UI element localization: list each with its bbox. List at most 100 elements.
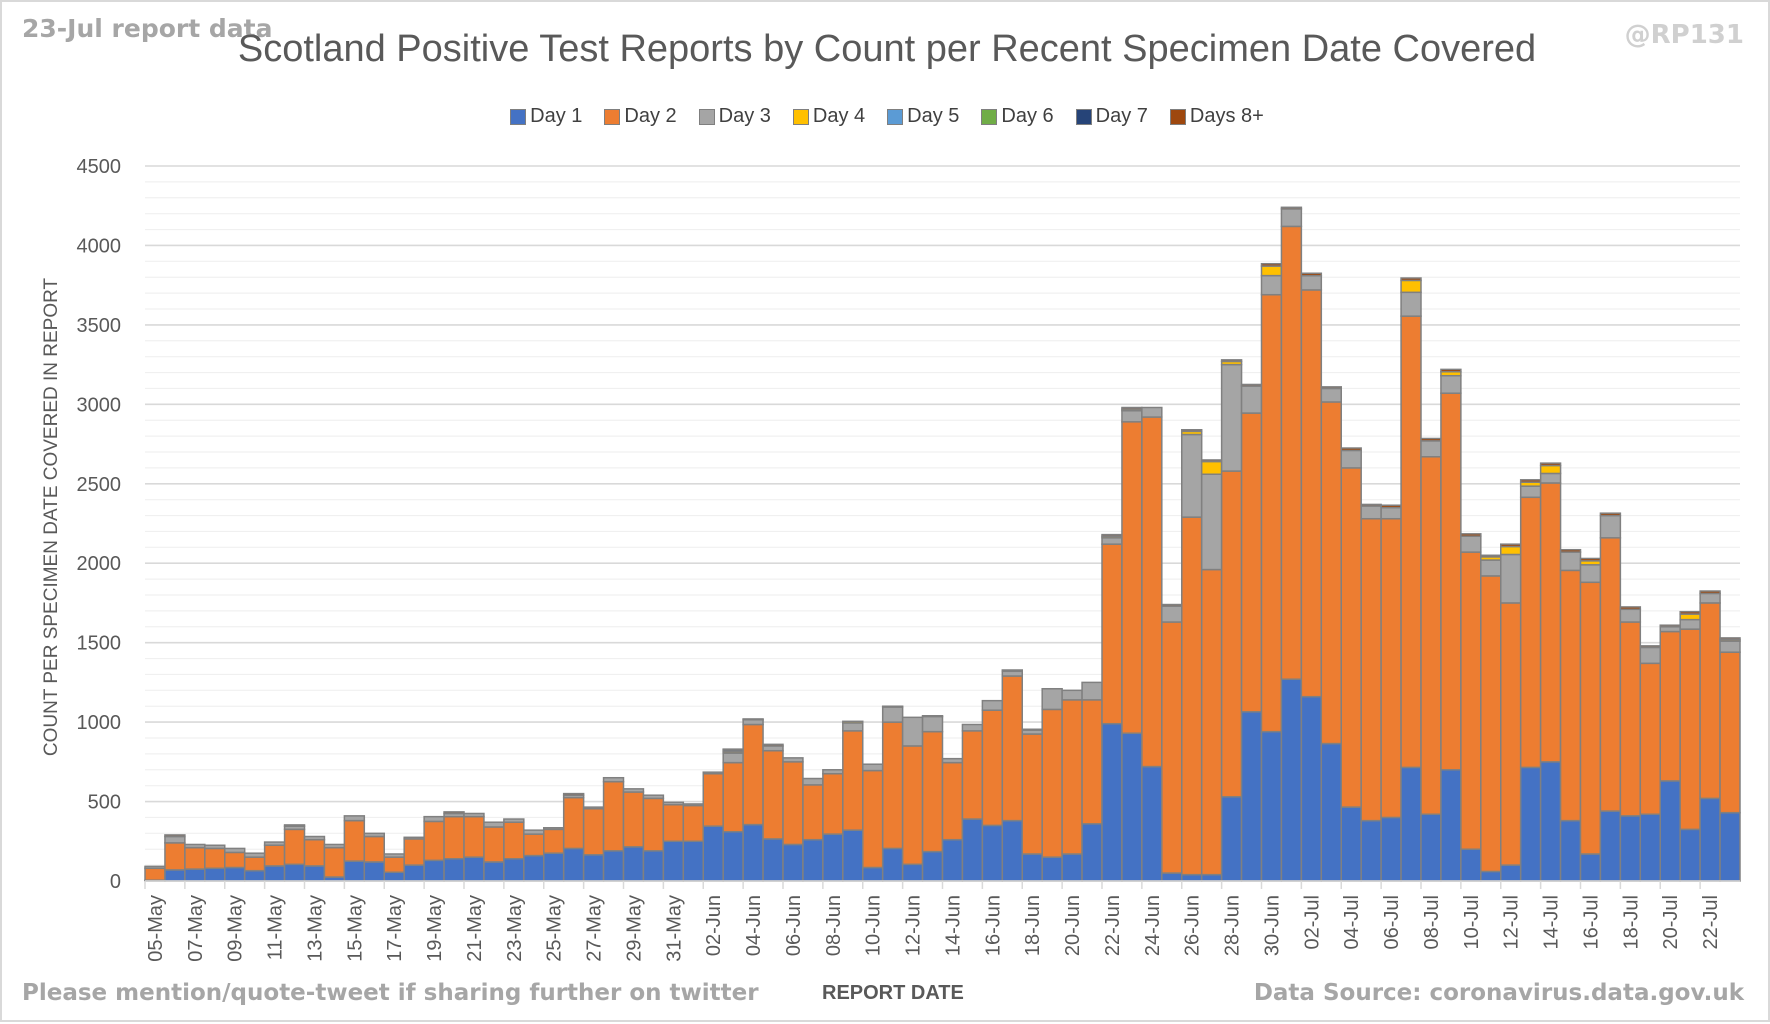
bar-segment-day-3-23-jun [1121,409,1143,423]
bar-segment-day-2-21-jun [1081,699,1103,825]
x-tick-label: 20-Jun [1062,895,1084,956]
bar-segment-day-1-06-jul [1380,816,1402,882]
bar-segment-day-3-07-jun [802,777,824,786]
bar-segment-day-1-29-may [622,846,645,882]
bar-segment-day-2-14-jul [1539,482,1562,763]
bar-segment-day-3-09-jun [842,722,864,732]
bar-segment-day-2-15-jun [961,730,984,820]
bar-segment-day-1-08-jun [822,833,844,882]
chart-title: Scotland Positive Test Reports by Count … [237,28,1537,70]
bar-segment-day-2-14-may [323,846,346,878]
bar-segment-day-3-10-jun [862,763,884,772]
bar-segment-day-1-17-may [383,871,405,882]
x-tick-label: 19-May [424,895,446,962]
x-axis-label: REPORT DATE [822,982,964,1004]
bar-segment-day-1-16-jul [1579,853,1602,882]
bar-segment-day-1-20-jul [1659,780,1681,882]
bar-segment-day-3-28-jun [1220,363,1243,472]
bar-segment-day-4-12-jul [1500,545,1522,556]
x-tick-label: 15-May [344,895,366,962]
bar-segment-day-1-30-jun [1260,730,1283,882]
bar-segment-days-8--17-jun [1001,669,1023,673]
bar-segment-day-2-10-may [243,856,266,872]
x-tick-label: 05-May [145,895,167,962]
bar-segment-day-2-16-may [363,835,385,863]
bar-segment-day-2-21-jul [1679,628,1701,831]
x-tick-label: 16-Jun [982,895,1004,956]
bar-segment-day-3-30-jun [1260,274,1283,296]
bar-segment-day-3-03-jun [722,752,744,764]
bar-segment-day-3-10-jul [1460,535,1482,553]
bar-segment-day-1-23-jun [1121,732,1143,882]
bar-segment-day-3-16-may [363,832,385,838]
bar-segment-day-3-25-jun [1161,605,1183,623]
bar-segment-day-2-22-jun [1101,543,1123,725]
x-tick-label: 12-Jun [903,895,925,956]
x-tick-label: 02-Jul [1301,895,1323,949]
bar-segment-day-3-10-may [243,852,266,858]
bar-segment-days-8--06-jul [1380,504,1402,509]
bar-segment-day-4-21-jul [1679,613,1701,621]
bar-segment-day-1-22-jul [1699,797,1721,882]
bar-segment-day-1-18-may [403,864,425,882]
bar-segment-day-3-05-jul [1360,505,1382,520]
legend-item: Day 3 [698,105,771,128]
x-tick-label: 22-Jul [1700,895,1722,949]
bar-segment-days-8--11-jul [1480,554,1502,558]
bar-segment-day-1-03-jul [1320,742,1342,882]
bar-segment-day-3-24-jun [1141,406,1163,418]
bar-segment-day-1-19-jun [1041,856,1063,882]
bar-segment-day-2-07-jul [1400,315,1422,769]
legend-item: Day 4 [792,105,865,128]
x-tick-label: 09-May [225,895,247,962]
bar-segment-day-3-02-jun [702,771,724,775]
legend-item: Day 2 [604,105,677,128]
bars [144,206,1741,882]
x-tick-label: 14-Jul [1541,895,1563,949]
y-tick-label: 1500 [77,633,122,655]
data-source-note: Data Source: coronavirus.data.gov.uk [1253,980,1744,1006]
bar-segment-day-1-24-may [523,854,545,882]
bar-segment-day-1-07-jul [1400,766,1422,882]
bar-segment-day-1-21-may [463,856,485,882]
bar-segment-day-1-17-jun [1001,819,1023,882]
bar-segment-day-1-13-jun [921,850,944,882]
x-tick-label: 27-May [584,895,606,962]
bar-segment-day-1-11-jul [1480,870,1502,882]
x-axis: 05-May 07-May 09-May 11-May 13-May 15-May 17-M… [144,880,1740,962]
legend-label: Day 7 [1095,105,1148,127]
bar-segment-day-2-23-may [503,821,525,860]
legend-swatch [1169,108,1186,125]
bar-segment-day-3-21-may [463,812,485,818]
bar-segment-day-2-06-jun [782,761,804,846]
bar-segment-day-2-23-jun [1121,421,1143,734]
bar-segment-days-8--09-jul [1440,368,1462,373]
legend-item: Day 6 [981,105,1054,128]
y-tick-label: 2500 [77,474,122,496]
bar-segment-day-2-11-may [263,844,286,867]
bar-segment-day-2-18-jul [1619,621,1642,817]
bar-segment-days-8--23-jun [1121,406,1143,410]
bar-segment-day-1-30-may [642,850,665,882]
x-tick-label: 06-Jun [783,895,805,956]
bar-segment-days-8--13-jun [921,715,944,718]
y-axis-label: COUNT PER SPECIMEN DATE COVERED IN REPOR… [41,277,62,757]
bar-segment-day-3-11-jun [881,706,904,723]
bar-segment-day-1-20-jun [1061,853,1083,882]
bar-segment-day-3-16-jun [981,699,1004,711]
x-tick-label: 23-May [504,895,526,962]
bar-segment-day-1-09-jul [1440,769,1462,882]
chart-legend: Day 1 Day 2 Day 3 Day 4 Day 5 Day 6 Day 7 Days … [2,105,1770,128]
legend-swatch [792,108,809,125]
bar-segment-days-8--03-jun [722,748,744,751]
x-tick-label: 14-Jun [942,895,964,956]
bar-segment-day-1-24-jun [1141,765,1163,882]
bar-segment-day-3-17-jul [1599,514,1622,539]
bar-segment-day-1-28-jun [1220,796,1243,882]
bar-segment-day-2-16-jun [981,709,1004,827]
bar-segment-day-2-09-jun [842,730,864,831]
bar-segment-day-3-13-jun [921,715,944,733]
bar-segment-day-2-17-may [383,856,405,874]
bar-segment-day-3-06-jul [1380,506,1402,520]
